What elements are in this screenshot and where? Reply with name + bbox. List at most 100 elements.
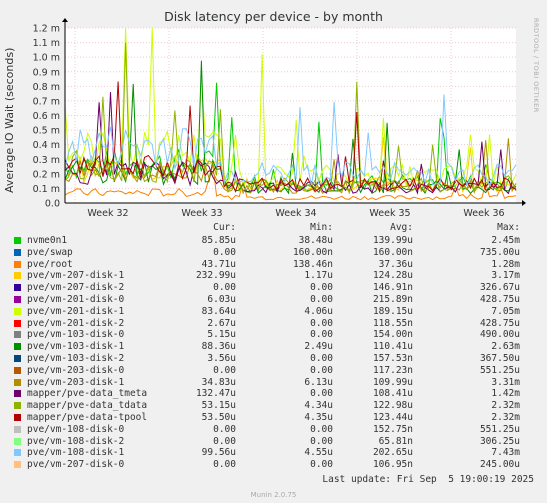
legend-value-cur: 85.85u [201,235,236,246]
legend-value-max: 551.25u [479,423,520,435]
series-line-pve-vm-203-disk-1 [64,138,517,195]
legend-swatch [14,366,21,374]
legend-swatch [14,437,21,445]
legend-value-min: 4.55u [304,447,333,459]
legend-value-cur: 0.00 [213,246,236,258]
legend-value-cur: 83.64u [201,305,236,317]
x-tick-label: Week 34 [275,208,316,219]
legend-value-max: 428.75u [479,317,520,329]
legend-row: pve/root 43.71u 138.46n 37.36u 1.28m [0,259,547,271]
legend-value-cur: 6.03u [207,293,236,305]
y-tick-label: 1.1 m [33,38,60,49]
legend-value-max: 367.50u [479,352,520,364]
legend-value-max: 326.67u [479,282,520,294]
legend-row: pve/vm-103-disk-0 5.15u 0.00 154.00n 490.00u [0,329,547,341]
legend-value-cur: 3.56u [207,352,236,364]
legend-value-avg: 154.00n [372,329,413,341]
series-line-pve-vm-103-disk-1 [64,60,517,195]
legend-series-name: mapper/pve-data_tdata [27,400,148,412]
legend-value-max: 1.42m [491,388,520,400]
y-tick-label: 0.5 m [33,126,60,137]
legend-value-min: 0.00 [310,459,333,471]
legend-row: pve/vm-201-disk-0 6.03u 0.00 215.89n 428.75u [0,294,547,306]
x-tick-label: Week 36 [463,208,504,219]
legend-swatch [14,331,21,339]
legend-swatch [14,354,21,362]
legend-value-max: 490.00u [479,329,520,341]
legend-series-name: pve/swap [27,246,73,258]
legend-row: pve/vm-207-disk-1 232.99u 1.17u 124.28u 3.17… [0,270,547,282]
series-line-mapper-pve-data-tpool [64,81,517,193]
legend-value-min: 0.00 [310,423,333,435]
chart-title: Disk latency per device - by month [164,9,383,24]
legend-value-cur: 0.00 [213,364,236,376]
legend-value-min: 160.00n [292,246,333,258]
legend-swatch [14,248,21,256]
last-update: Last update: Fri Sep 5 19:00:19 2025 [322,474,534,485]
legend-value-cur: 34.83u [201,376,236,388]
legend-value-avg: 124.28u [372,270,413,282]
legend-swatch [14,284,21,292]
legend-series-name: pve/vm-108-disk-2 [27,435,125,447]
legend-header-min: Min: [310,222,333,233]
legend-row: pve/vm-203-disk-1 34.83u 6.13u 109.99u 3.31m [0,377,547,389]
legend-row: pve/vm-203-disk-0 0.00 0.00 117.23n 551.25u [0,365,547,377]
legend-swatch [14,461,21,469]
x-tick-label: Week 33 [181,208,222,219]
legend-value-cur: 43.71u [201,258,236,270]
legend-value-max: 2.63m [491,341,520,353]
rrdtool-credit: RRDTOOL / TOBI OETIKER [532,18,540,113]
legend-value-cur: 53.50u [201,411,236,423]
legend-value-min: 0.00 [310,293,333,305]
legend-series-name: pve/vm-207-disk-0 [27,459,125,471]
legend-series-name: nvme0n1 [27,235,68,246]
y-tick-label: 0.6 m [33,111,60,122]
legend-row: mapper/pve-data-tpool 53.50u 4.35u 123.44u 2… [0,412,547,424]
legend-header: Cur: Min: Avg: Max: [0,222,547,233]
legend-value-max: 2.32m [491,400,520,412]
legend-row: pve/vm-108-disk-2 0.00 0.00 65.81n 306.25u [0,436,547,448]
legend-value-cur: 0.00 [213,435,236,447]
legend-swatch [14,307,21,315]
legend-value-avg: 106.95n [372,459,413,471]
legend-value-avg: 37.36u [378,258,413,270]
legend-value-cur: 99.56u [201,447,236,459]
legend-swatch [14,260,21,268]
legend-swatch [14,295,21,303]
legend-swatch [14,319,21,327]
legend-series-name: pve/vm-203-disk-0 [27,364,125,376]
legend-value-max: 2.45m [491,235,520,246]
y-tick-label: 1.2 m [33,24,60,35]
legend-value-max: 2.32m [491,411,520,423]
legend-row: pve/vm-103-disk-2 3.56u 0.00 157.53n 367.50u [0,353,547,365]
y-tick-label: 0.4 m [33,140,60,151]
legend-row: pve/vm-108-disk-1 99.56u 4.55u 202.65u 7.43m [0,447,547,459]
legend-value-cur: 88.36u [201,341,236,353]
legend-value-min: 0.00 [310,317,333,329]
legend-value-max: 306.25u [479,435,520,447]
legend-value-cur: 2.67u [207,317,236,329]
legend-row: pve/vm-103-disk-1 88.36u 2.49u 110.41u 2.63m [0,341,547,353]
legend-row: pve/vm-207-disk-2 0.00 0.00 146.91n 326.67u [0,282,547,294]
legend-value-max: 1.28m [491,258,520,270]
x-tick-label: Week 32 [87,208,128,219]
legend-value-avg: 117.23n [372,364,413,376]
legend-value-min: 6.13u [304,376,333,388]
legend-value-avg: 157.53n [372,352,413,364]
legend-value-avg: 122.98u [372,400,413,412]
legend-value-max: 7.05m [491,305,520,317]
legend-value-cur: 232.99u [195,270,236,282]
legend-value-cur: 0.00 [213,459,236,471]
legend-swatch [14,402,21,410]
y-tick-label: 0.8 m [33,82,60,93]
legend-series-name: pve/vm-103-disk-1 [27,341,125,353]
legend-value-min: 0.00 [310,364,333,376]
legend-value-avg: 65.81n [378,435,413,447]
legend-swatch [14,390,21,398]
legend-value-avg: 123.44u [372,411,413,423]
legend-value-max: 428.75u [479,293,520,305]
legend-value-min: 0.00 [310,352,333,364]
legend-series-name: pve/vm-201-disk-2 [27,317,125,329]
legend-swatch [14,449,21,457]
legend-row: pve/swap 0.00 160.00n 160.00n 735.00u [0,247,547,259]
